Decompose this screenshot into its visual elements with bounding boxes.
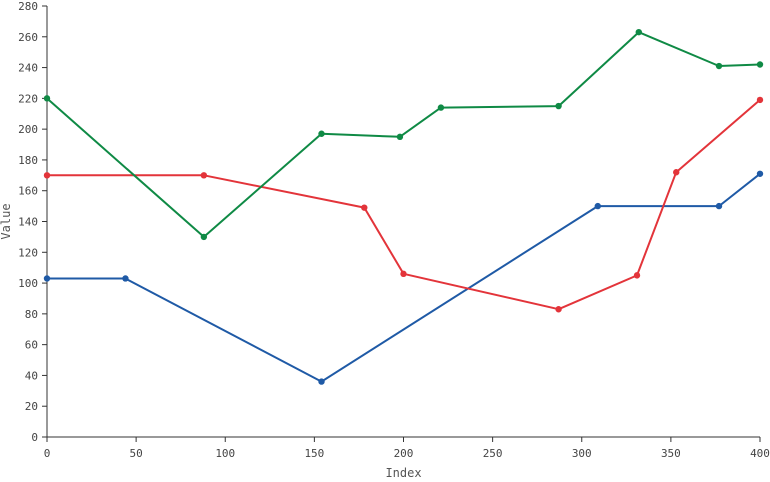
series-3-point	[635, 28, 642, 36]
y-tick-label: 60	[25, 339, 38, 352]
series-3-point	[396, 133, 404, 141]
series-1-point	[318, 378, 325, 385]
y-tick-label: 100	[18, 277, 38, 290]
y-tick-label: 140	[18, 216, 38, 229]
y-tick-label: 180	[18, 154, 38, 167]
x-tick-label: 0	[44, 447, 51, 460]
series-2-point	[200, 172, 208, 179]
y-tick-label: 20	[25, 400, 38, 413]
series-2-point	[43, 172, 51, 179]
x-axis-label: Index	[385, 466, 421, 480]
axes: 0 50 100 150 200 250 300 350 400 0 20 40 60 80 100 120 1…	[18, 0, 770, 460]
series-1-point	[122, 275, 129, 282]
series-2-point	[555, 306, 562, 313]
series-3-point	[555, 102, 562, 110]
x-tick-label: 350	[661, 447, 681, 460]
series-3-point	[200, 233, 208, 241]
series-1-point	[715, 202, 723, 210]
series-group	[43, 28, 764, 385]
x-tick-label: 400	[750, 447, 770, 460]
x-tick-label: 250	[483, 447, 503, 460]
series-1-line	[47, 173, 761, 383]
series-2-point	[756, 96, 764, 104]
y-tick-label: 200	[18, 123, 38, 136]
series-1-point	[756, 170, 764, 177]
y-tick-label: 240	[18, 62, 38, 75]
series-1-point	[594, 202, 601, 210]
x-tick-label: 50	[130, 447, 143, 460]
y-tick-label: 80	[25, 308, 38, 321]
x-tick-label: 300	[572, 447, 592, 460]
series-2-line	[47, 99, 761, 311]
y-tick-label: 40	[25, 369, 38, 382]
series-3-point	[715, 62, 723, 70]
series-3-point	[437, 104, 445, 111]
series-2-point	[400, 270, 407, 278]
series-1-point	[43, 275, 51, 282]
series-2-point	[633, 272, 641, 279]
series-3-point	[756, 61, 764, 68]
y-tick-label: 220	[18, 92, 38, 105]
y-tick-label: 120	[18, 246, 38, 259]
series-2-point	[673, 169, 680, 176]
x-tick-label: 200	[394, 447, 414, 460]
y-axis-label: Value	[0, 203, 13, 239]
series-3-point	[43, 95, 51, 102]
y-tick-label: 260	[18, 31, 38, 44]
x-tick-label: 150	[304, 447, 324, 460]
series-2-point	[361, 204, 368, 211]
y-tick-label: 0	[31, 431, 38, 444]
x-tick-label: 100	[215, 447, 235, 460]
y-tick-label: 280	[18, 0, 38, 13]
y-tick-label: 160	[18, 185, 38, 198]
series-3-point	[318, 130, 325, 137]
